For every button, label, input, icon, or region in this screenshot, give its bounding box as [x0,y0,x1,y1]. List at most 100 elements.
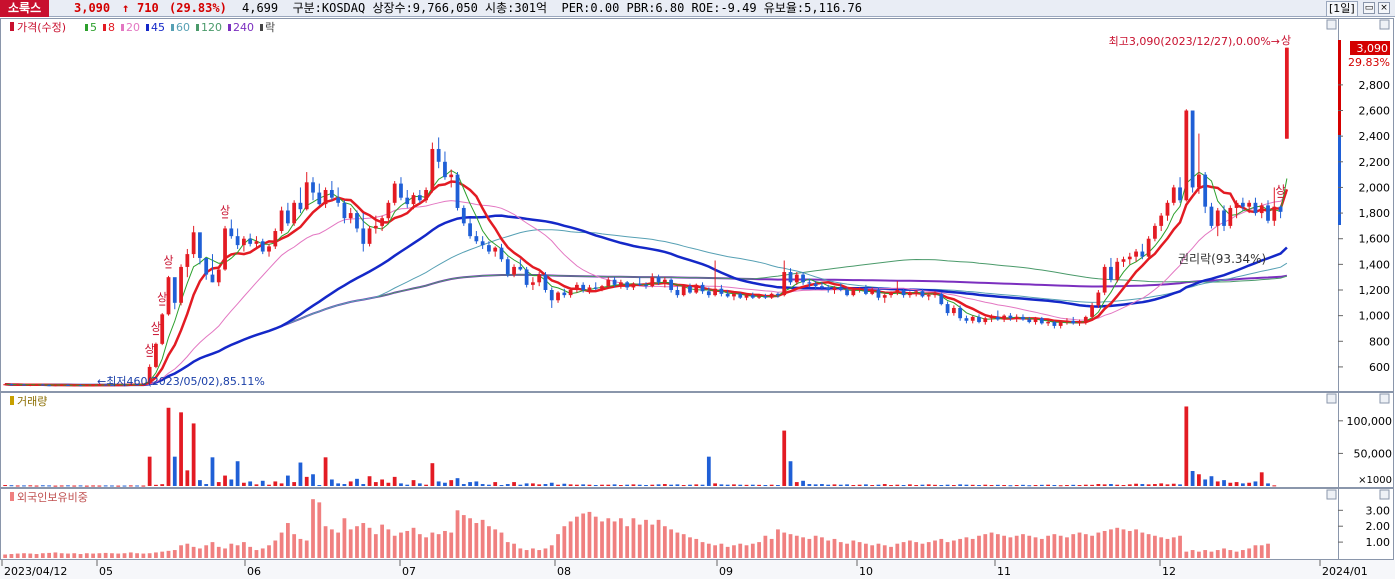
candle-body [776,293,780,296]
foreign-bar [1115,527,1120,558]
volume-bar [575,484,579,486]
foreign-bar [1209,551,1214,558]
volume-bar [91,485,95,487]
stock-chart[interactable]: 600 800 1,000 1,200 1,400 1,600 1,800 2,000 2,20… [0,17,1395,579]
foreign-bar [518,548,523,558]
volume-bar [1134,483,1138,486]
high-note: 최고3,090(2023/12/27),0.00%→ [1109,35,1280,48]
volume-bar [1002,485,1007,487]
foreign-bar [1140,532,1145,558]
foreign-bar [1153,535,1157,558]
candle-body [254,241,259,244]
foreign-bar [1203,550,1208,558]
candle-body [964,318,969,321]
candle-body [15,384,20,386]
candle-body [631,283,636,288]
foreign-bar [1071,534,1076,558]
restore-icon[interactable]: ▭ [1363,2,1375,14]
foreign-bar [405,530,410,558]
volume-bar [1190,471,1195,486]
foreign-bar [656,519,661,558]
candle-body [3,384,8,386]
volume-bar [15,485,20,487]
candle-body [1052,322,1057,326]
close-icon[interactable]: × [1378,2,1390,14]
foreign-bar [700,542,705,558]
foreign-bar [443,530,447,558]
candle-body [329,190,334,198]
volume-bar [763,485,768,487]
candle-body [1065,320,1069,323]
x-tick-label: 12 [1162,565,1176,578]
foreign-bar [367,527,372,558]
candle-body [618,282,623,285]
candle-body [9,384,14,386]
foreign-bar [776,529,780,558]
candle-body [914,291,919,293]
foreign-bar [505,542,510,558]
candle-body [1165,202,1170,216]
candle-body [845,290,849,296]
candle-body [405,197,410,205]
volume-bar [995,484,1000,486]
foreign-bar [556,534,560,558]
candle-body [449,174,454,178]
volume-bar [361,484,366,486]
candle-body [1021,316,1025,320]
foreign-bar [681,534,686,558]
volume-bar [694,484,699,486]
limit-up-mark: 상 [1276,183,1286,196]
volume-bar [229,479,234,486]
volume-bar [449,480,454,486]
foreign-bar [449,532,454,558]
candle-body [1153,225,1157,239]
volume-bar [1259,472,1264,486]
volume-bar [907,484,912,486]
volume-bar [59,485,64,487]
foreign-bar [1033,537,1038,558]
change-arrow-icon: ↑ [122,1,130,15]
foreign-bar [1222,548,1226,558]
volume-bar [882,484,887,486]
foreign-bar [851,540,856,558]
foreign-bar [732,545,736,558]
candle-body [907,292,912,296]
candle-body [135,384,139,386]
foreign-bar [179,545,183,558]
foreign-bar [807,538,812,558]
foreign-bar [958,538,963,558]
foreign-bar [248,546,253,558]
candle-body [1140,251,1145,257]
period-selector[interactable]: [1일] [1326,1,1358,17]
candle-body [995,316,1000,320]
foreign-bar [882,545,887,558]
candle-body [688,286,692,293]
stock-name[interactable]: 소룩스 [0,0,50,17]
volume-bar [367,476,372,486]
foreign-bar [575,516,579,558]
volume-bar [355,478,359,486]
candle-body [59,384,64,386]
volume-bar [1021,484,1025,486]
foreign-bar [694,538,699,558]
volume-bar [1077,485,1082,487]
moving-average-lines [5,169,1289,387]
candle-body [154,343,158,367]
volume-bar [348,481,353,486]
panel-frames [0,18,1395,579]
foreign-bar [1240,550,1245,558]
volume-bar [713,483,717,486]
volume-bar [304,476,309,486]
candle-body [430,148,435,190]
foreign-bar [788,534,793,558]
foreign-bar [311,499,315,558]
foreign-bar [28,553,33,558]
foreign-bar [285,523,290,558]
volume-bar [380,479,385,486]
current-price: 3,090 [74,1,111,15]
legend-label: 20 [126,21,140,34]
foreign-y-tick-label: 3.00 [1366,504,1391,517]
candle-body [895,290,900,293]
candle-body [461,207,466,224]
candle-body [1178,187,1182,201]
